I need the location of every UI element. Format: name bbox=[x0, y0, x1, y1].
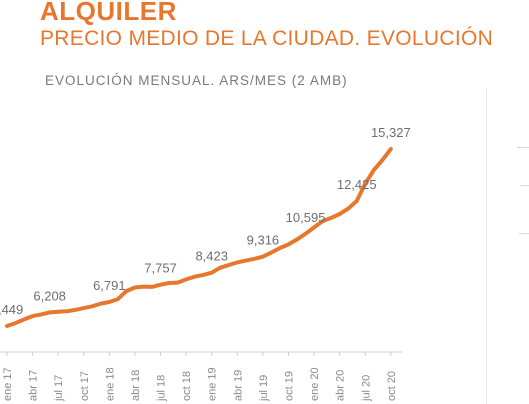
x-tick-label: jul 20 bbox=[360, 375, 372, 402]
x-tick-label: abr 19 bbox=[232, 370, 244, 401]
x-tick-label: ene 18 bbox=[104, 367, 116, 401]
data-label: 7,757 bbox=[144, 261, 177, 276]
data-label: 15,327 bbox=[371, 125, 411, 140]
x-tick-label: jul 18 bbox=[156, 375, 168, 402]
next-panel-gridline bbox=[520, 185, 529, 186]
x-tick-label: abr 17 bbox=[28, 370, 40, 401]
next-panel-gridline bbox=[519, 233, 529, 234]
x-tick-label: abr 20 bbox=[335, 370, 347, 401]
data-label: 6,208 bbox=[33, 288, 66, 303]
x-tick-label: oct 20 bbox=[386, 371, 398, 401]
next-panel-gridline bbox=[517, 147, 529, 148]
x-tick-label: ene 17 bbox=[2, 367, 14, 401]
data-label: 9,316 bbox=[247, 233, 280, 248]
x-tick-label: oct 19 bbox=[283, 371, 295, 401]
x-tick-label: oct 17 bbox=[79, 371, 91, 401]
chart-title: EVOLUCIÓN MENSUAL. ARS/MES (2 AMB) bbox=[45, 73, 348, 88]
data-label: 8,423 bbox=[195, 249, 228, 264]
panel-divider bbox=[486, 88, 487, 404]
x-tick-label: jul 19 bbox=[258, 375, 270, 402]
data-label: 5,449 bbox=[0, 302, 23, 317]
page-title: ALQUILER bbox=[40, 0, 177, 26]
x-tick-label: ene 19 bbox=[207, 367, 219, 401]
data-label: 6,791 bbox=[93, 278, 126, 293]
x-tick-label: oct 18 bbox=[181, 371, 193, 401]
data-label: 10,595 bbox=[286, 210, 326, 225]
x-tick-label: abr 18 bbox=[130, 370, 142, 401]
data-label: 12,425 bbox=[337, 177, 377, 192]
series-line bbox=[5, 147, 393, 328]
x-tick-label: ene 20 bbox=[309, 367, 321, 401]
page-subtitle: PRECIO MEDIO DE LA CIUDAD. EVOLUCIÓN bbox=[40, 27, 494, 50]
x-tick-label: jul 17 bbox=[53, 375, 65, 402]
